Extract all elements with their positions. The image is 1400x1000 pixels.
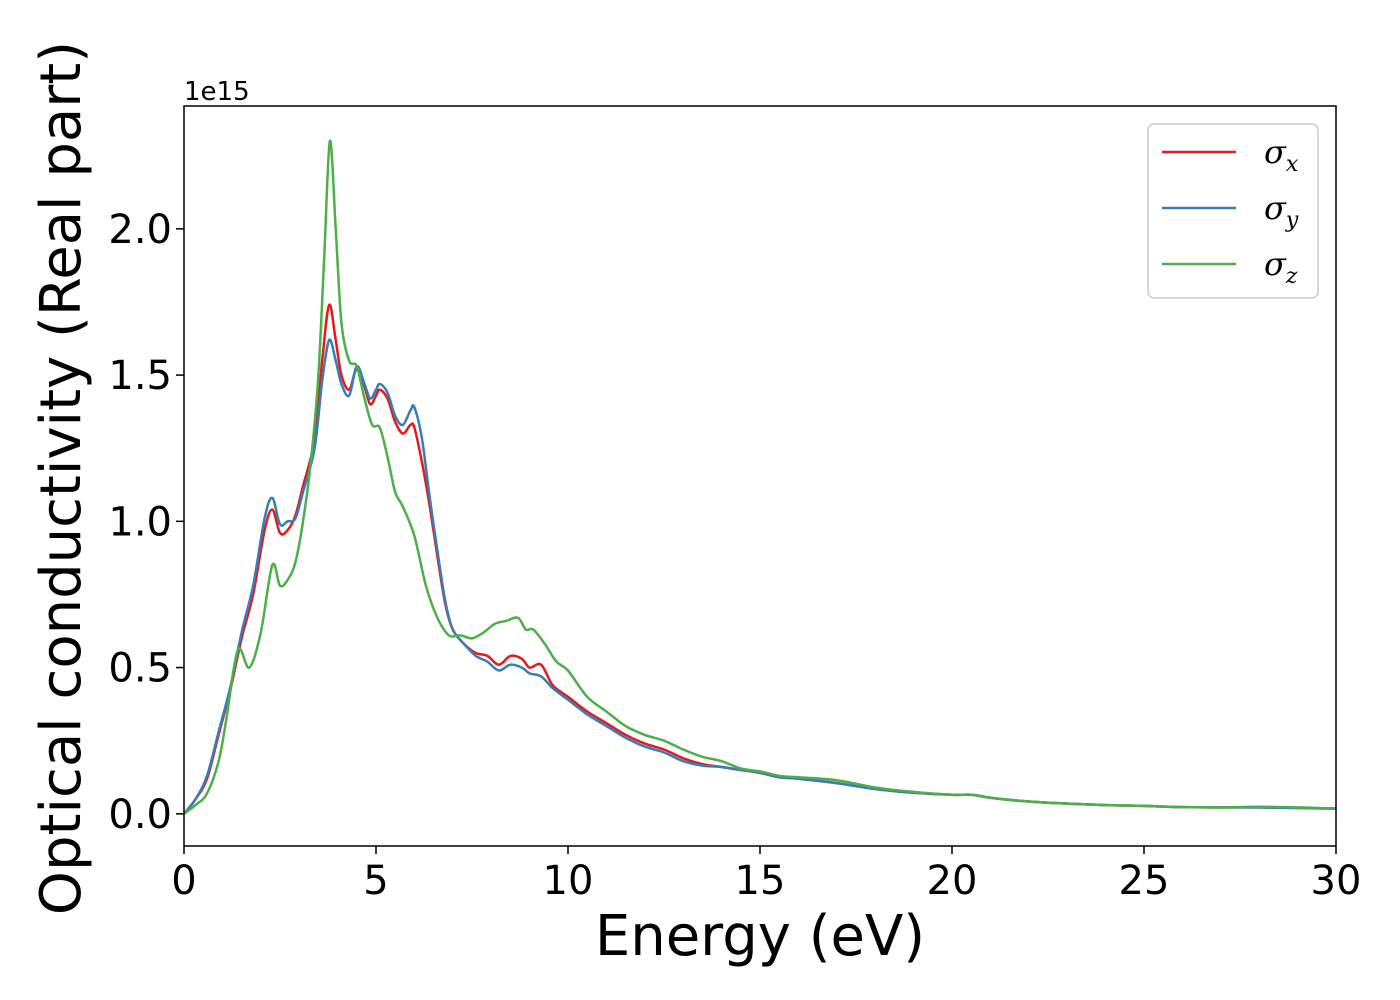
y-tick-label: 1.5 (108, 353, 172, 399)
x-tick-label: 20 (927, 858, 978, 904)
series-layer (184, 139, 1336, 815)
x-axis-label: Energy (eV) (595, 904, 925, 969)
x-tick-label: 30 (1311, 858, 1362, 904)
y-tick-label: 2.0 (108, 207, 172, 253)
y-axis-label: Optical conductivity (Real part) (29, 41, 94, 915)
y-tick-label: 1.0 (108, 499, 172, 545)
y-offset-label: 1e15 (184, 77, 250, 107)
legend: σx σy σz (1147, 123, 1319, 299)
legend-entry-x: σx (1264, 133, 1299, 177)
y-tick-label: 0.5 (108, 646, 172, 692)
x-tick-label: 15 (735, 858, 786, 904)
x-axis: 0 5 10 15 20 25 30 (171, 846, 1361, 904)
x-tick-label: 5 (363, 858, 388, 904)
y-tick-label: 0.0 (108, 792, 172, 838)
x-tick-label: 0 (171, 858, 196, 904)
legend-box (1147, 123, 1319, 299)
x-tick-label: 10 (543, 858, 594, 904)
series-line-z (184, 139, 1336, 815)
y-axis: 0.0 0.5 1.0 1.5 2.0 (108, 207, 184, 838)
legend-entry-z: σz (1264, 245, 1298, 289)
x-tick-label: 25 (1119, 858, 1170, 904)
legend-entry-y: σy (1264, 189, 1299, 233)
